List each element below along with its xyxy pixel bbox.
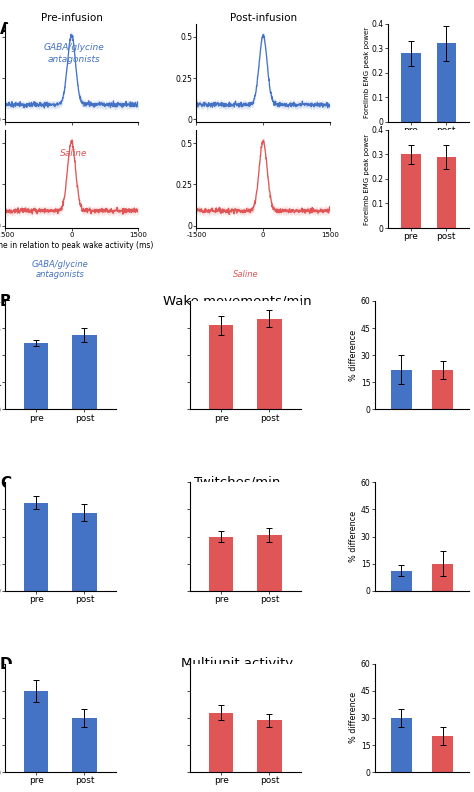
Bar <box>391 571 412 591</box>
Y-axis label: Forelimb EMG peak power: Forelimb EMG peak power <box>365 133 370 224</box>
Bar <box>24 503 48 591</box>
Title: Pre-infusion: Pre-infusion <box>41 13 102 23</box>
Text: Multiunit activity: Multiunit activity <box>181 657 293 670</box>
Text: GABA/glycine
antagonists: GABA/glycine antagonists <box>44 44 105 63</box>
Title: Post-infusion: Post-infusion <box>229 13 297 23</box>
Bar <box>401 154 420 228</box>
Text: C: C <box>0 476 11 491</box>
Bar <box>432 370 453 409</box>
Y-axis label: % difference: % difference <box>349 692 358 744</box>
Bar <box>73 335 97 409</box>
Bar <box>209 713 233 772</box>
Text: B: B <box>0 295 12 310</box>
Bar <box>432 736 453 772</box>
Bar <box>257 318 282 409</box>
Bar <box>391 370 412 409</box>
X-axis label: Time in relation to peak wake activity (ms): Time in relation to peak wake activity (… <box>0 241 154 250</box>
Bar <box>257 720 282 772</box>
Text: GABA/glycine
antagonists: GABA/glycine antagonists <box>32 260 89 280</box>
Bar <box>209 326 233 409</box>
Text: Twitches/min: Twitches/min <box>194 476 280 489</box>
Bar <box>73 718 97 772</box>
Bar <box>24 343 48 409</box>
Text: D: D <box>0 657 13 672</box>
Y-axis label: % difference: % difference <box>349 511 358 562</box>
Text: Saline: Saline <box>233 270 258 280</box>
Text: A: A <box>0 21 12 36</box>
Bar <box>24 691 48 772</box>
Text: Wake movements/min: Wake movements/min <box>163 295 311 307</box>
Bar <box>432 564 453 591</box>
Text: Saline: Saline <box>61 150 88 158</box>
Bar <box>257 535 282 591</box>
Bar <box>73 512 97 591</box>
Bar <box>437 157 456 228</box>
Bar <box>437 44 456 122</box>
Y-axis label: Forelimb EMG peak power: Forelimb EMG peak power <box>365 27 370 119</box>
Bar <box>391 718 412 772</box>
Y-axis label: % difference: % difference <box>349 329 358 381</box>
Bar <box>401 53 420 122</box>
Bar <box>209 536 233 591</box>
